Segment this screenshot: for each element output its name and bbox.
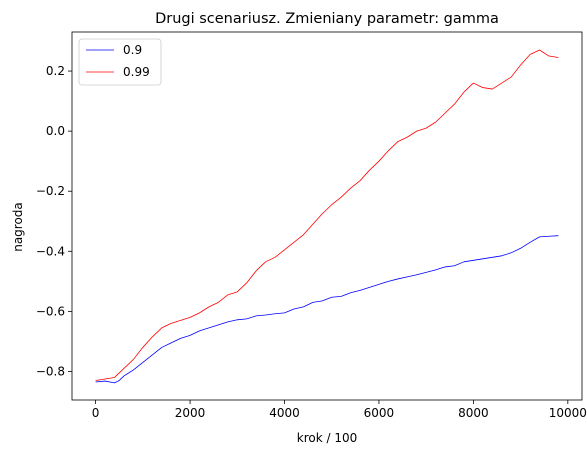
plot-area	[71, 31, 583, 401]
y-tick-label: −0.8	[36, 364, 65, 378]
axis-ticks: 0 2000 4000 6000 8000 10000 −0.8 −0.6 −0.4 −0.2 0.…	[36, 64, 587, 420]
legend: 0.9 0.99	[78, 38, 162, 86]
y-tick-label: −0.6	[36, 304, 65, 318]
x-tick-label: 0	[92, 406, 100, 420]
x-tick-label: 10000	[549, 406, 587, 420]
x-tick-label: 6000	[364, 406, 395, 420]
x-tick-label: 4000	[269, 406, 300, 420]
x-axis-label: krok / 100	[297, 431, 358, 445]
axes-frame	[71, 31, 583, 401]
legend-label: 0.99	[123, 65, 150, 79]
y-tick-label: −0.2	[36, 184, 65, 198]
x-tick-label: 2000	[175, 406, 206, 420]
chart-title: Drugi scenariusz. Zmieniany parametr: ga…	[155, 11, 499, 27]
series-line-gamma-0-9	[95, 235, 559, 384]
x-tick-label: 8000	[458, 406, 489, 420]
y-tick-label: 0.2	[46, 64, 65, 78]
legend-box	[78, 38, 162, 86]
y-axis-label: nagroda	[11, 202, 25, 252]
legend-label: 0.9	[123, 43, 142, 57]
y-tick-label: −0.4	[36, 244, 65, 258]
y-tick-label: 0.0	[46, 124, 65, 138]
series-line-gamma-0-99	[95, 49, 559, 381]
